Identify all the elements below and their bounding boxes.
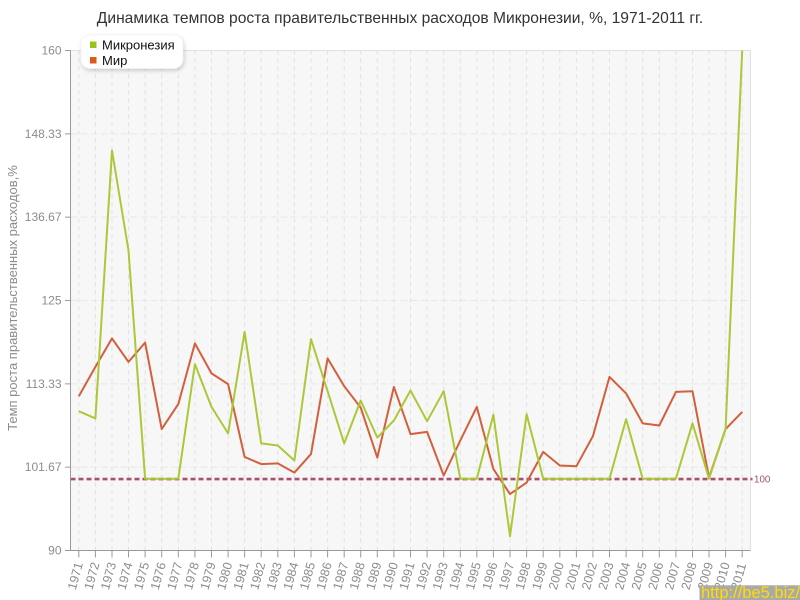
- svg-text:Динамика темпов роста правител: Динамика темпов роста правительственных …: [97, 10, 703, 27]
- svg-text:Темп роста правительственных р: Темп роста правительственных расходов,%: [5, 165, 20, 431]
- svg-text:Мир: Мир: [102, 53, 127, 68]
- svg-text:125: 125: [41, 294, 61, 308]
- svg-text:http://be5.biz/: http://be5.biz/: [701, 584, 800, 600]
- svg-text:136.67: 136.67: [25, 210, 62, 224]
- svg-text:101.67: 101.67: [25, 460, 62, 474]
- svg-text:Микронезия: Микронезия: [102, 38, 175, 53]
- svg-text:160: 160: [41, 44, 61, 58]
- svg-text:113.33: 113.33: [26, 377, 62, 391]
- svg-text:2011: 2011: [728, 562, 749, 592]
- svg-text:100: 100: [754, 474, 771, 485]
- svg-text:148.33: 148.33: [25, 127, 62, 141]
- svg-text:90: 90: [48, 544, 62, 558]
